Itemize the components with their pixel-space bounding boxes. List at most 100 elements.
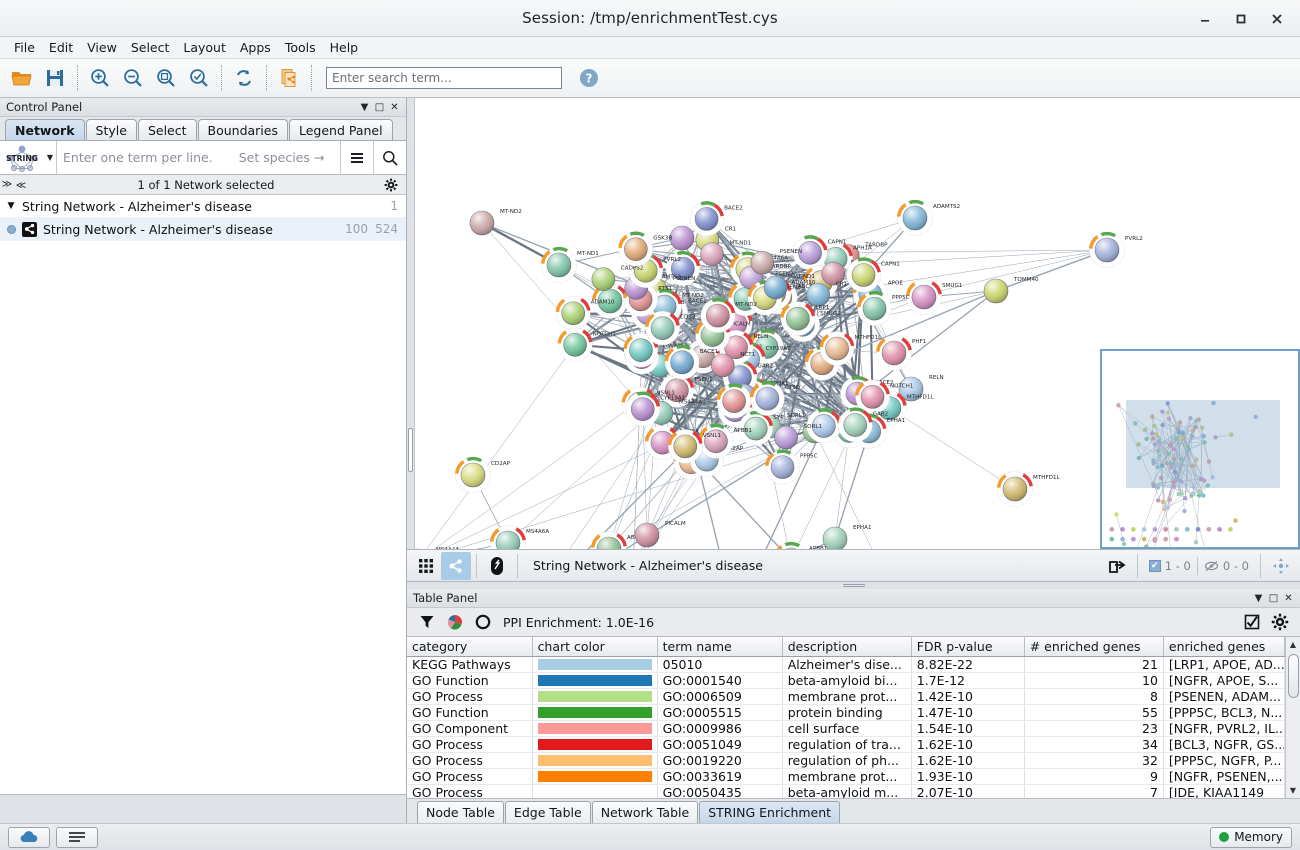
- grid-view-icon[interactable]: [411, 552, 441, 580]
- network-node[interactable]: PPP5C: [765, 449, 818, 485]
- chevron-down-icon[interactable]: ▼: [360, 101, 369, 113]
- network-node[interactable]: CD33: [645, 310, 696, 346]
- network-node[interactable]: ADAMTS2: [897, 199, 961, 236]
- scroll-up-arrow-icon[interactable]: ▲: [1289, 640, 1297, 649]
- column-header-term-name[interactable]: term name: [657, 637, 783, 657]
- tab-network[interactable]: Network: [5, 119, 85, 140]
- menu-help[interactable]: Help: [329, 40, 359, 55]
- network-vertical-scrollbar[interactable]: [407, 98, 415, 549]
- zoom-selected-icon[interactable]: [183, 62, 215, 94]
- network-node[interactable]: VSNL1: [592, 283, 647, 319]
- string-query-input[interactable]: Enter one term per line. Set species →: [56, 141, 340, 174]
- memory-status-button[interactable]: Memory: [1210, 826, 1292, 848]
- column-header-fdr-pvalue[interactable]: FDR p-value: [911, 637, 1025, 657]
- table-row[interactable]: GO Process GO:0006509 membrane prot... 1.42…: [407, 688, 1285, 705]
- network-node[interactable]: TOMM40: [983, 277, 1039, 304]
- network-node[interactable]: PVRL2: [1089, 231, 1143, 268]
- network-node[interactable]: PHF1: [876, 335, 927, 371]
- gear-icon[interactable]: [1266, 609, 1294, 635]
- list-icon[interactable]: [56, 826, 98, 848]
- tab-select[interactable]: Select: [137, 119, 197, 140]
- pie-chart-icon[interactable]: [441, 609, 469, 635]
- export-image-icon[interactable]: [1102, 552, 1132, 580]
- expand-all-icon[interactable]: ≫: [15, 179, 27, 190]
- annotation-icon[interactable]: [482, 552, 512, 580]
- set-species-link[interactable]: Set species →: [238, 150, 325, 165]
- table-row[interactable]: GO Process GO:0050435 beta-amyloid m... 2.0…: [407, 784, 1285, 798]
- network-node[interactable]: MT-ND1: [763, 274, 815, 300]
- fit-content-icon[interactable]: [1266, 552, 1296, 580]
- network-node[interactable]: PPP5C: [857, 291, 910, 326]
- network-node[interactable]: MT-ND2: [700, 298, 757, 333]
- close-panel-icon[interactable]: ✕: [390, 101, 399, 113]
- network-node[interactable]: CR1: [806, 281, 848, 307]
- tab-node-table[interactable]: Node Table: [417, 801, 504, 823]
- network-node[interactable]: NCT1: [710, 352, 756, 378]
- tab-network-table[interactable]: Network Table: [591, 801, 699, 823]
- string-logo-icon[interactable]: STRING: [0, 141, 44, 174]
- network-node[interactable]: APBB1: [698, 423, 752, 459]
- filter-funnel-icon[interactable]: [413, 609, 441, 635]
- zoom-out-icon[interactable]: [117, 62, 149, 94]
- table-row[interactable]: GO Component GO:0009986 cell surface 1.54E-…: [407, 720, 1285, 737]
- checkbox-checked-icon[interactable]: [1238, 609, 1266, 635]
- scroll-down-arrow-icon[interactable]: ▼: [1289, 786, 1297, 795]
- collapse-all-icon[interactable]: ≫: [1, 179, 13, 190]
- tab-string-enrichment[interactable]: STRING Enrichment: [699, 801, 841, 823]
- menu-layout[interactable]: Layout: [183, 40, 226, 55]
- column-header-enriched-count[interactable]: # enriched genes: [1024, 637, 1164, 657]
- network-node[interactable]: MT-ND2: [469, 209, 522, 236]
- network-graph[interactable]: MT-ND2 MT-ND1 VSNL1 GAB2 ADAMTS2 SMUG1 TOMM40 P…: [407, 98, 1300, 550]
- network-node[interactable]: MS4A4A: [407, 547, 459, 550]
- minimize-button[interactable]: [1188, 4, 1222, 34]
- save-icon[interactable]: [39, 62, 71, 94]
- network-node[interactable]: CYP19A1: [625, 391, 686, 427]
- network-node[interactable]: APBB1: [774, 541, 828, 551]
- maximize-button[interactable]: [1224, 4, 1258, 34]
- tree-row-root[interactable]: ▼ String Network - Alzheimer's disease 1: [0, 195, 406, 218]
- network-node[interactable]: EPHA1: [822, 525, 872, 550]
- menu-edit[interactable]: Edit: [48, 40, 74, 55]
- network-node[interactable]: GSK3B: [618, 231, 673, 267]
- navigator-viewport-rect[interactable]: [1125, 400, 1281, 489]
- table-row[interactable]: GO Process GO:0051049 regulation of tra...…: [407, 736, 1285, 753]
- network-node[interactable]: CADPS2: [591, 266, 644, 291]
- network-node[interactable]: BACE2: [689, 201, 743, 237]
- gear-icon[interactable]: [384, 178, 406, 192]
- zoom-fit-icon[interactable]: [150, 62, 182, 94]
- network-node[interactable]: SORL1: [774, 424, 823, 450]
- tree-row-network[interactable]: String Network - Alzheimer's disease 100…: [0, 218, 406, 241]
- close-button[interactable]: [1260, 4, 1294, 34]
- enrichment-table[interactable]: category chart color term name descripti…: [407, 637, 1285, 798]
- panel-splitter[interactable]: [407, 582, 1300, 589]
- tab-boundaries[interactable]: Boundaries: [197, 119, 288, 140]
- cloud-icon[interactable]: [8, 826, 50, 848]
- network-node[interactable]: CAPN1: [846, 257, 901, 293]
- network-node[interactable]: MS4A6A: [490, 525, 550, 551]
- tab-edge-table[interactable]: Edge Table: [504, 801, 591, 823]
- menu-apps[interactable]: Apps: [239, 40, 271, 55]
- node-circle[interactable]: [407, 548, 430, 550]
- donut-ring-icon[interactable]: [469, 609, 497, 635]
- column-header-category[interactable]: category: [407, 637, 533, 657]
- export-network-icon[interactable]: [273, 62, 305, 94]
- network-canvas[interactable]: MT-ND2 MT-ND1 VSNL1 GAB2 ADAMTS2 SMUG1 TOMM40 P…: [407, 98, 1300, 550]
- network-node[interactable]: GAB2: [669, 224, 716, 251]
- network-node[interactable]: CTSD: [749, 381, 800, 416]
- table-row[interactable]: GO Process GO:0033619 membrane prot... 1.93…: [407, 768, 1285, 785]
- help-icon[interactable]: ?: [573, 62, 605, 94]
- network-node[interactable]: PSEN2: [747, 280, 801, 316]
- table-scrollbar-thumb[interactable]: [1288, 654, 1299, 698]
- table-close-panel-icon[interactable]: ✕: [1284, 592, 1293, 604]
- scrollbar-thumb[interactable]: [408, 428, 413, 472]
- string-dropdown-caret-icon[interactable]: ▼: [46, 153, 54, 162]
- hamburger-icon[interactable]: [340, 141, 373, 174]
- network-node[interactable]: CD2AP: [455, 456, 511, 493]
- network-node[interactable]: SMUG1: [906, 279, 963, 315]
- network-node[interactable]: MT-ND1: [700, 241, 752, 266]
- network-navigator-overview[interactable]: [1100, 349, 1300, 549]
- column-header-chart-color[interactable]: chart color: [532, 637, 658, 657]
- menu-view[interactable]: View: [87, 40, 117, 55]
- table-chevron-down-icon[interactable]: ▼: [1254, 592, 1263, 604]
- menu-tools[interactable]: Tools: [284, 40, 316, 55]
